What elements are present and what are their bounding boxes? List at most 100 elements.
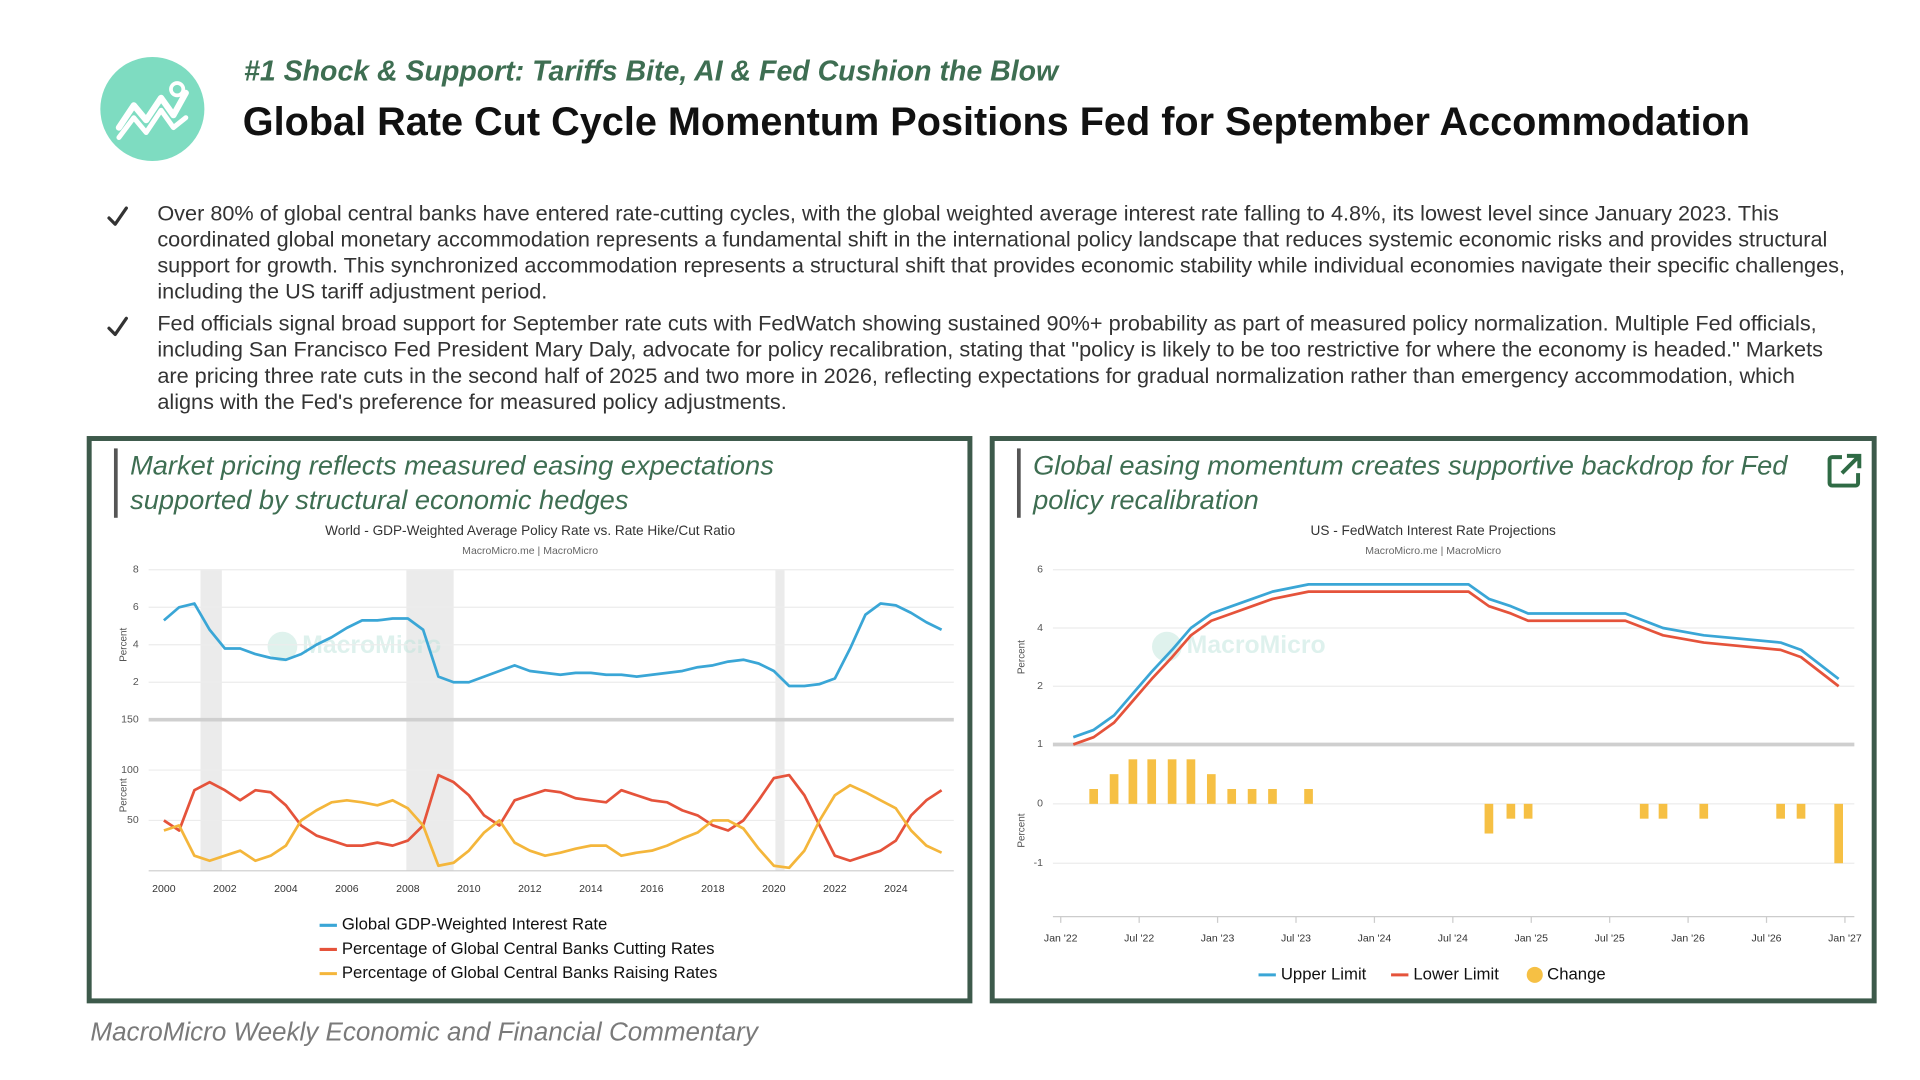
y-tick-label: 100 — [121, 764, 139, 776]
y-tick-label: 6 — [1037, 564, 1043, 576]
chart-title: US - FedWatch Interest Rate Projections — [1311, 523, 1557, 538]
x-tick-label: Jul '22 — [1124, 933, 1154, 945]
chart-title: World - GDP-Weighted Average Policy Rate… — [325, 523, 735, 538]
line-series — [1072, 590, 1840, 746]
y-tick-label: 4 — [1037, 622, 1043, 634]
y-tick-label: 150 — [121, 713, 139, 725]
bullet-text: Fed officials signal broad support for S… — [157, 310, 1823, 414]
y-tick-label: 0 — [1037, 798, 1043, 810]
x-tick-label: 2008 — [396, 883, 420, 895]
legend-label: Global GDP-Weighted Interest Rate — [342, 915, 607, 934]
y-tick-label: 1 — [1037, 738, 1043, 750]
y-axis-label: Percent — [118, 778, 129, 812]
bar — [1186, 759, 1196, 804]
title: Global Rate Cut Cycle Momentum Positions… — [242, 99, 1750, 144]
y-tick-label: -1 — [1034, 857, 1044, 869]
x-tick-label: Jul '25 — [1595, 933, 1625, 945]
bar — [1089, 788, 1099, 804]
bar — [1167, 759, 1177, 804]
bar — [1658, 803, 1668, 819]
y-tick-label: 2 — [1037, 680, 1043, 692]
external-link-icon[interactable] — [1825, 451, 1865, 491]
watermark-logo — [267, 631, 298, 662]
legend-label: Lower Limit — [1413, 964, 1499, 983]
bar — [1699, 803, 1709, 819]
x-tick-label: 2000 — [152, 883, 176, 895]
logo-line — [115, 89, 189, 131]
subtitle: #1 Shock & Support: Tariffs Bite, AI & F… — [244, 54, 1059, 87]
legend-label: Change — [1547, 964, 1606, 983]
logo-dot — [169, 81, 186, 98]
chart-source: MacroMicro.me | MacroMicro — [1365, 545, 1501, 557]
bar — [1247, 788, 1257, 804]
bar — [1523, 803, 1533, 819]
x-tick-label: Jan '27 — [1828, 933, 1862, 945]
chart: World - GDP-Weighted Average Policy Rate… — [118, 523, 954, 982]
bar — [1484, 803, 1494, 834]
line-series — [163, 783, 943, 870]
bar — [1834, 803, 1844, 864]
y-tick-label: 4 — [133, 639, 139, 651]
chart-panel: US - FedWatch Interest Rate Projections M… — [989, 436, 1877, 1004]
bar — [1147, 759, 1157, 804]
line-series — [1072, 582, 1840, 739]
watermark: MacroMicro — [302, 632, 441, 659]
logo-line — [116, 107, 189, 140]
watermark: MacroMicro — [1187, 632, 1326, 659]
x-tick-label: 2018 — [701, 883, 725, 895]
x-tick-label: Jul '26 — [1751, 933, 1781, 945]
x-tick-label: Jul '23 — [1281, 933, 1311, 945]
bar — [1268, 788, 1277, 804]
x-tick-label: 2010 — [457, 883, 481, 895]
panel-heading: Global easing momentum creates supportiv… — [1016, 448, 1801, 518]
bar — [1796, 803, 1806, 819]
x-tick-label: 2004 — [274, 883, 298, 895]
x-tick-label: 2002 — [213, 883, 237, 895]
y-axis-label: Percent — [118, 627, 129, 661]
x-tick-label: 2020 — [762, 883, 786, 895]
bullet-text: Over 80% of global central banks have en… — [157, 200, 1845, 304]
bar — [1639, 803, 1649, 819]
legend-label: Percentage of Global Central Banks Cutti… — [342, 939, 715, 958]
panel-heading: Market pricing reflects measured easing … — [113, 448, 898, 518]
x-tick-label: Jul '24 — [1438, 933, 1468, 945]
bar — [1506, 803, 1516, 819]
y-tick-label: 2 — [133, 676, 139, 688]
chart: US - FedWatch Interest Rate Projections M… — [1017, 523, 1862, 983]
check-icon — [107, 206, 128, 226]
legend-label: Upper Limit — [1281, 964, 1367, 983]
line-series — [163, 773, 943, 863]
x-tick-label: Jan '24 — [1358, 933, 1392, 945]
check-icon — [107, 316, 128, 337]
x-tick-label: 2014 — [579, 883, 603, 895]
y-axis-label: Percent — [1017, 640, 1028, 674]
bar — [1304, 788, 1313, 804]
bar — [1776, 803, 1785, 819]
bar — [1206, 774, 1216, 804]
x-tick-label: 2016 — [640, 883, 664, 895]
chart-panel: World - GDP-Weighted Average Policy Rate… — [86, 436, 973, 1004]
x-tick-label: 2024 — [884, 883, 908, 895]
y-axis-label: Percent — [1017, 813, 1028, 847]
bar — [1128, 759, 1138, 804]
x-tick-label: 2022 — [823, 883, 847, 895]
y-tick-label: 6 — [133, 601, 139, 613]
bar — [1227, 788, 1237, 804]
x-tick-label: Jan '25 — [1514, 933, 1548, 945]
y-tick-label: 8 — [133, 564, 139, 576]
x-tick-label: Jan '22 — [1044, 933, 1078, 945]
logo — [100, 56, 205, 162]
x-tick-label: Jan '26 — [1671, 933, 1705, 945]
x-tick-label: 2012 — [518, 883, 542, 895]
line-series — [163, 602, 943, 688]
footer: MacroMicro Weekly Economic and Financial… — [90, 1018, 758, 1047]
legend-swatch — [1526, 966, 1543, 983]
y-tick-label: 50 — [127, 814, 139, 826]
bar — [1109, 774, 1119, 804]
x-tick-label: Jan '23 — [1201, 933, 1235, 945]
legend-label: Percentage of Global Central Banks Raisi… — [342, 963, 717, 982]
chart-source: MacroMicro.me | MacroMicro — [462, 545, 598, 557]
x-tick-label: 2006 — [335, 883, 359, 895]
